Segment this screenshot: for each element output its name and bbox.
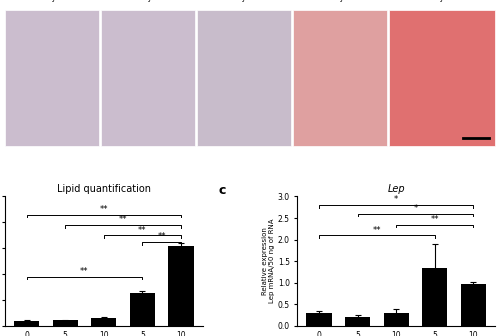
Bar: [91, 318, 116, 326]
Text: *: *: [414, 204, 418, 213]
Text: Day 0: Day 0: [41, 0, 63, 2]
Bar: [461, 284, 486, 326]
Text: *: *: [394, 196, 398, 204]
Text: **: **: [372, 226, 381, 235]
Title: Lep: Lep: [388, 184, 405, 194]
Y-axis label: Relative expression
Lep mRNA/50 ng of RNA: Relative expression Lep mRNA/50 ng of RN…: [262, 219, 275, 303]
Text: **: **: [100, 205, 108, 214]
Bar: [14, 321, 39, 326]
Title: Lipid quantification: Lipid quantification: [57, 184, 151, 194]
Bar: [130, 293, 155, 326]
Text: Day 10: Day 10: [230, 0, 258, 2]
Text: **: **: [80, 267, 88, 276]
Text: Day 5: Day 5: [137, 0, 160, 2]
Bar: [389, 10, 495, 146]
Bar: [101, 10, 195, 146]
Bar: [52, 320, 78, 326]
Bar: [345, 317, 370, 326]
Text: **: **: [138, 226, 146, 235]
Text: Day 10: Day 10: [428, 0, 456, 2]
Text: Day 5: Day 5: [329, 0, 351, 2]
Bar: [293, 10, 387, 146]
Bar: [5, 10, 99, 146]
Bar: [168, 246, 194, 326]
Bar: [306, 313, 332, 326]
Text: **: **: [430, 215, 439, 224]
Text: c: c: [218, 183, 226, 197]
Text: **: **: [158, 233, 166, 241]
Text: **: **: [119, 215, 128, 224]
Bar: [197, 10, 291, 146]
Bar: [384, 313, 409, 326]
Bar: [422, 268, 448, 326]
